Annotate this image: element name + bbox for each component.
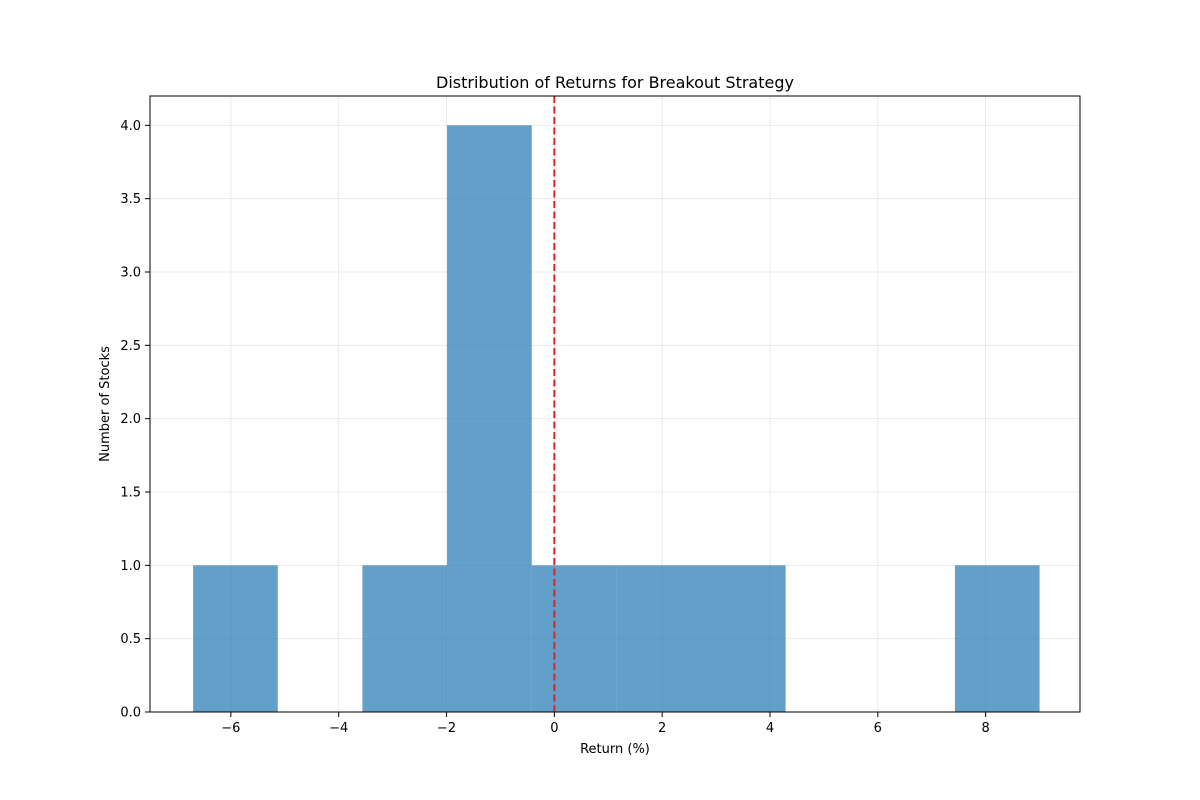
y-axis-ticks: 0.0 0.5 1.0 1.5 2.0 2.5 3.0 3.5 4.0 xyxy=(120,119,150,721)
histogram-bar xyxy=(700,565,786,712)
y-tick-label: 1.5 xyxy=(120,486,141,501)
y-tick-label: 0.0 xyxy=(120,706,141,721)
x-tick-label: 2 xyxy=(658,721,666,736)
x-tick-label: −6 xyxy=(221,721,240,736)
x-axis-ticks: −6 −4 −2 0 2 4 6 8 xyxy=(221,712,990,736)
x-axis-label: Return (%) xyxy=(580,742,650,757)
axes xyxy=(149,95,1081,713)
x-tick-label: −2 xyxy=(437,721,456,736)
grid-lines xyxy=(150,96,1080,713)
y-tick-label: 2.0 xyxy=(120,412,141,427)
y-tick-label: 2.5 xyxy=(120,339,141,354)
y-tick-label: 4.0 xyxy=(120,119,141,134)
histogram-bar xyxy=(193,565,278,712)
x-tick-label: −4 xyxy=(329,721,348,736)
histogram-bars xyxy=(193,125,1040,713)
x-tick-label: 4 xyxy=(766,721,774,736)
chart-title: Distribution of Returns for Breakout Str… xyxy=(436,73,794,92)
plot-frame xyxy=(149,95,1081,713)
histogram-bar xyxy=(362,565,448,712)
histogram-bar xyxy=(954,565,1040,712)
y-tick-label: 1.0 xyxy=(120,559,141,574)
histogram-bar xyxy=(616,565,701,712)
y-tick-label: 0.5 xyxy=(120,632,141,647)
y-tick-label: 3.0 xyxy=(120,266,141,281)
y-tick-label: 3.5 xyxy=(120,192,141,207)
histogram-bar xyxy=(531,565,617,712)
x-tick-label: 6 xyxy=(874,721,882,736)
x-tick-label: 0 xyxy=(550,721,558,736)
x-tick-label: 8 xyxy=(982,721,990,736)
histogram-bar xyxy=(447,125,532,713)
y-axis-label: Number of Stocks xyxy=(98,346,113,462)
